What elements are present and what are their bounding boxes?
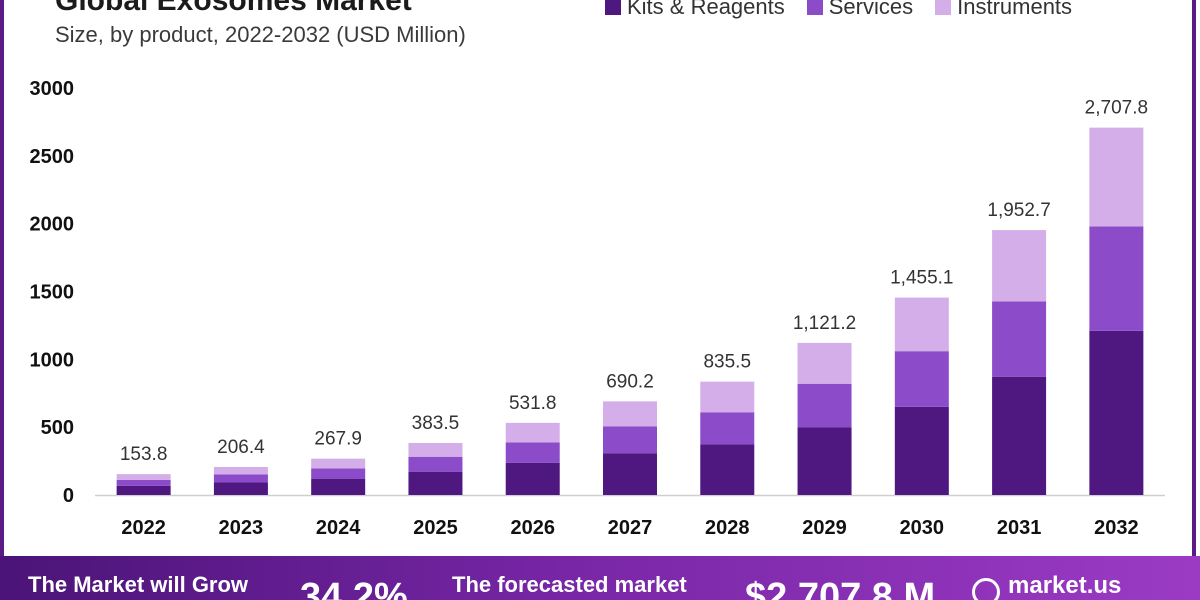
data-label-total: 531.8 bbox=[509, 393, 557, 414]
x-tick-label: 2025 bbox=[413, 517, 458, 539]
bar-segment bbox=[505, 462, 560, 495]
banner-forecast-label: The forecasted market bbox=[452, 572, 687, 597]
chart-subtitle: Size, by product, 2022-2032 (USD Million… bbox=[55, 22, 466, 47]
bar-segment bbox=[408, 471, 463, 495]
x-tick-label: 2024 bbox=[316, 517, 361, 539]
data-label-total: 1,952.7 bbox=[987, 200, 1050, 221]
bar-segment bbox=[213, 482, 268, 495]
bar-segment bbox=[116, 479, 171, 486]
bar-segment bbox=[603, 426, 657, 454]
brand-name: market.us bbox=[1008, 572, 1122, 599]
bar-segment bbox=[311, 478, 366, 495]
stacked-bar-chart: 0 500 1000 1500 2000 2500 3000 153.8 2022 206.4 20… bbox=[30, 78, 1165, 539]
x-tick-label: 2027 bbox=[608, 517, 653, 539]
bar-segment bbox=[797, 427, 852, 495]
bar-segment bbox=[213, 474, 268, 483]
x-tick-label: 2022 bbox=[121, 517, 166, 539]
x-tick-label: 2029 bbox=[802, 517, 847, 539]
bar-segment bbox=[992, 376, 1047, 495]
y-tick-label: 0 bbox=[63, 485, 74, 507]
y-tick-label: 2000 bbox=[30, 214, 75, 236]
bar-segment bbox=[116, 485, 171, 495]
legend-item-instruments: Instruments bbox=[935, 0, 1072, 20]
data-label-total: 153.8 bbox=[120, 444, 168, 465]
x-tick-label: 2030 bbox=[900, 517, 945, 539]
bar-segment bbox=[894, 406, 949, 495]
bar-segment bbox=[1089, 226, 1144, 331]
data-label-total: 267.9 bbox=[314, 429, 362, 450]
bar-segment bbox=[894, 297, 949, 352]
bar-segment bbox=[311, 458, 366, 469]
banner-cagr: 34.2% bbox=[300, 576, 408, 600]
bar-segment bbox=[894, 351, 949, 407]
bar-segment bbox=[700, 444, 755, 495]
footer-banner: The Market will Grow 34.2% The forecaste… bbox=[0, 556, 1200, 600]
legend-item-services: Services bbox=[806, 0, 914, 20]
legend-swatch-services bbox=[806, 0, 823, 15]
x-tick-label: 2031 bbox=[997, 517, 1042, 539]
banner-grow-label: The Market will Grow bbox=[28, 572, 249, 597]
legend-label-instruments: Instruments bbox=[957, 0, 1073, 19]
y-tick-label: 1500 bbox=[30, 282, 75, 304]
data-label-total: 2,707.8 bbox=[1085, 98, 1148, 119]
bar-segment bbox=[992, 230, 1047, 302]
legend-swatch-instruments bbox=[935, 0, 952, 15]
bar-segment bbox=[992, 301, 1047, 377]
legend: Kits & Reagents Services Instruments bbox=[605, 0, 1094, 20]
legend-label-services: Services bbox=[828, 0, 914, 19]
bar-segment bbox=[700, 412, 755, 445]
bar-segment bbox=[797, 342, 852, 384]
x-tick-label: 2026 bbox=[510, 517, 555, 539]
banner-forecast-value: $2,707.8 M bbox=[745, 576, 936, 600]
bar-segment bbox=[603, 401, 657, 427]
bar-segment bbox=[1089, 330, 1144, 495]
bar-segment bbox=[408, 442, 463, 457]
data-label-total: 1,455.1 bbox=[890, 268, 953, 289]
y-tick-label: 3000 bbox=[30, 78, 75, 100]
bar-segment bbox=[505, 442, 560, 463]
bar-segment bbox=[408, 456, 463, 472]
data-label-total: 206.4 bbox=[217, 437, 265, 458]
bar-segment bbox=[311, 468, 366, 479]
chart-frame bbox=[0, 0, 1196, 560]
data-label-total: 690.2 bbox=[606, 371, 654, 392]
data-label-total: 835.5 bbox=[703, 352, 751, 373]
x-tick-label: 2023 bbox=[219, 517, 264, 539]
x-tick-label: 2028 bbox=[705, 517, 750, 539]
y-tick-label: 500 bbox=[41, 417, 74, 439]
data-label-total: 1,121.2 bbox=[793, 313, 856, 334]
y-tick-label: 1000 bbox=[30, 349, 75, 371]
legend-item-kits: Kits & Reagents bbox=[605, 0, 785, 20]
brand-logo-icon bbox=[972, 578, 1000, 600]
bar-segment bbox=[1089, 127, 1144, 227]
bar-segment bbox=[797, 383, 852, 428]
bar-segment bbox=[603, 453, 657, 495]
bar-segment bbox=[700, 381, 755, 413]
bar-segment bbox=[505, 422, 560, 443]
legend-swatch-kits bbox=[605, 0, 621, 15]
bar-segment bbox=[213, 466, 268, 475]
data-label-total: 383.5 bbox=[412, 413, 460, 434]
bar-segment bbox=[116, 474, 171, 480]
chart-title: Global Exosomes Market bbox=[55, 0, 412, 17]
legend-label-kits: Kits & Reagents bbox=[627, 0, 785, 19]
y-tick-label: 2500 bbox=[30, 146, 75, 168]
x-tick-label: 2032 bbox=[1094, 517, 1139, 539]
